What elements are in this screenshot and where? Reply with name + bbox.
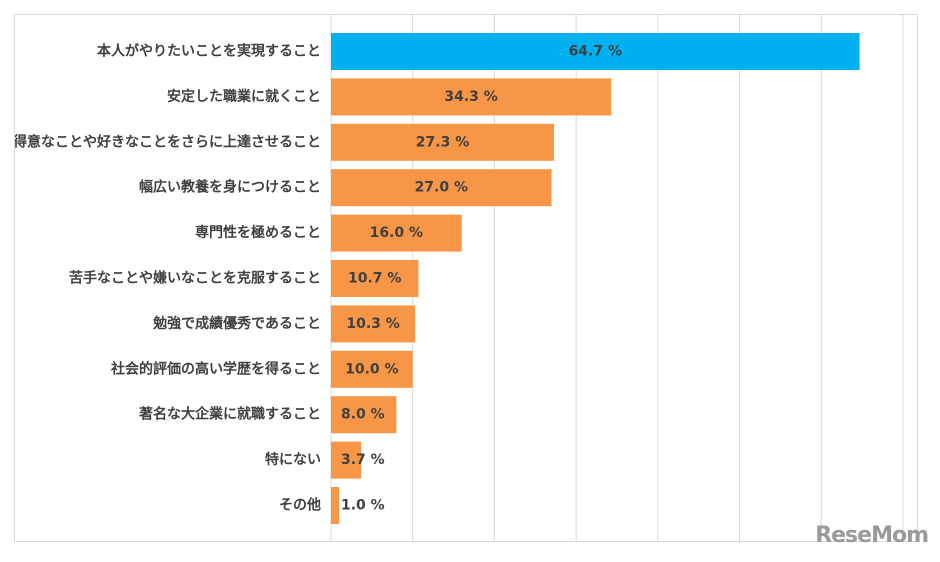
category-label: 著名な大企業に就職すること [138, 406, 321, 423]
bar [331, 78, 612, 116]
category-label: 安定した職業に就くこと [167, 88, 321, 105]
value-label: 8.0 % [341, 407, 385, 423]
resemom-watermark-logo: ReseMom [815, 523, 929, 548]
value-label: 34.3 % [444, 89, 497, 105]
bar [331, 260, 419, 297]
value-label: 64.7 % [569, 44, 622, 60]
bar [331, 123, 555, 161]
bar [331, 305, 416, 343]
value-label: 10.3 % [346, 316, 399, 332]
category-label: 本人がやりたいことを実現すること [97, 43, 321, 60]
bar [331, 396, 397, 434]
bar [331, 441, 362, 479]
bar [331, 350, 413, 388]
category-label: 特にない [265, 451, 321, 468]
value-label: 1.0 % [341, 498, 385, 514]
bar [331, 487, 340, 524]
bar-chart: 本人がやりたいことを実現すること 64.7 % 安定した職業に就くこと 34.3 % 得… [15, 15, 904, 541]
value-label: 27.3 % [416, 134, 469, 150]
category-label: その他 [279, 497, 321, 514]
category-label: 社会的評価の高い学歴を得ること [110, 360, 321, 377]
value-label: 16.0 % [370, 225, 423, 241]
category-label: 幅広い教養を身につけること [139, 179, 321, 196]
bar [331, 33, 860, 70]
category-label: 勉強で成績優秀であること [152, 315, 321, 332]
category-label: 専門性を極めること [195, 224, 321, 241]
value-label: 27.0 % [415, 180, 468, 196]
value-label: 10.0 % [345, 361, 398, 377]
bar [331, 214, 462, 252]
category-label: 苦手なことや嫌いなことを克服すること [69, 270, 321, 287]
chart-frame: 本人がやりたいことを実現すること 64.7 % 安定した職業に就くこと 34.3 % 得… [14, 14, 918, 542]
value-label: 10.7 % [348, 271, 401, 287]
bar [331, 169, 552, 207]
value-label: 3.7 % [341, 452, 385, 468]
category-label: 得意なことや好きなことをさらに上達させること [15, 133, 321, 150]
